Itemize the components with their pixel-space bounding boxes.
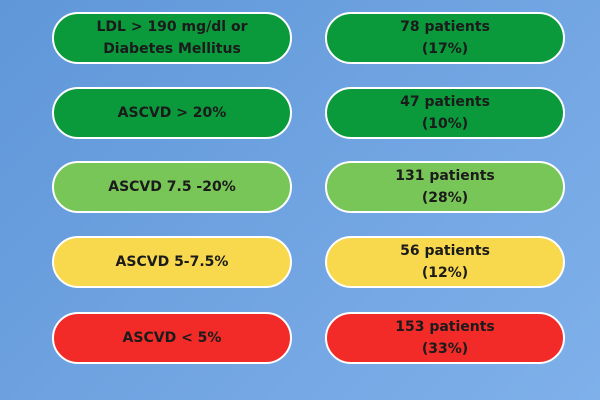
category-pill-ascvd-lt-5: ASCVD < 5%: [52, 312, 292, 364]
patients-pill-ascvd-5-7-5: 56 patients (12%): [325, 236, 565, 288]
patients-pill-ascvd-gt-20: 47 patients (10%): [325, 87, 565, 139]
patients-pill-ldl-diabetes: 78 patients (17%): [325, 12, 565, 64]
category-pill-ascvd-7-5-20: ASCVD 7.5 -20%: [52, 161, 292, 213]
patients-pill-ascvd-lt-5: 153 patients (33%): [325, 312, 565, 364]
category-pill-ascvd-gt-20: ASCVD > 20%: [52, 87, 292, 139]
category-pill-ascvd-5-7-5: ASCVD 5-7.5%: [52, 236, 292, 288]
category-pill-ldl-diabetes: LDL > 190 mg/dl or Diabetes Mellitus: [52, 12, 292, 64]
patients-pill-ascvd-7-5-20: 131 patients (28%): [325, 161, 565, 213]
